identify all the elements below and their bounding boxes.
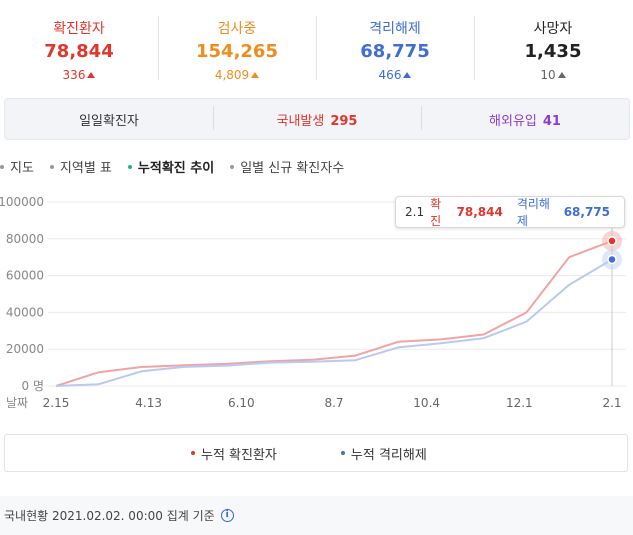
- tab-daily[interactable]: 일일확진자: [5, 110, 213, 129]
- y-tick-label: 0 명: [22, 379, 45, 393]
- tab-daily-label: 일일확진자: [79, 113, 139, 129]
- legend-dot-icon: [340, 451, 345, 455]
- x-tick-label: 2.1: [602, 396, 621, 410]
- x-tick-label: 6.10: [228, 396, 255, 410]
- stats-row: 확진환자 78,844 336 검사중 154,265 4,809 격리해제 6…: [0, 12, 633, 84]
- up-arrow-icon: [251, 72, 260, 78]
- case-type-tabs: 일일확진자 국내발생 295 해외유입 41: [4, 98, 630, 140]
- subtab-daily-new[interactable]: 일별 신규 확진자수: [230, 157, 344, 176]
- subtab-cumulative-trend[interactable]: 누적확진 추이: [127, 157, 214, 176]
- tab-domestic[interactable]: 국내발생 295: [213, 105, 421, 130]
- y-tick-label: 80000: [6, 232, 44, 246]
- stat-delta: 466: [316, 68, 474, 82]
- stat-value: 78,844: [44, 41, 114, 62]
- y-tick-label: 20000: [6, 342, 44, 356]
- bullet-icon: [0, 164, 4, 169]
- y-tick-label: 100000: [0, 195, 44, 209]
- subtab-map[interactable]: 지도: [0, 157, 34, 176]
- bullet-icon: [49, 164, 54, 169]
- up-arrow-icon: [403, 72, 412, 78]
- tab-overseas-label: 해외유입: [489, 113, 537, 129]
- legend-item-confirmed[interactable]: 누적 확진환자: [191, 444, 277, 463]
- x-tick-label: 8.7: [324, 396, 343, 410]
- stat-released: 격리해제 68,775 466: [316, 12, 474, 84]
- stat-value: 154,265: [196, 41, 278, 62]
- stat-delta: 336: [0, 68, 158, 82]
- tooltip-confirmed-value: 78,844: [456, 205, 503, 219]
- bullet-icon: [230, 164, 235, 169]
- stat-label: 검사중: [217, 21, 257, 37]
- footer-text: 국내현황 2021.02.02. 00:00 집계 기준: [4, 509, 215, 523]
- footer-status: 국내현황 2021.02.02. 00:00 집계 기준 i: [0, 496, 633, 535]
- stat-value: 68,775: [360, 41, 430, 62]
- data-point: [607, 254, 617, 265]
- legend-dot-icon: [191, 451, 195, 455]
- x-axis-label: 날짜: [6, 396, 28, 410]
- tooltip-released-value: 68,775: [563, 205, 610, 219]
- x-tick-label: 10.4: [413, 396, 440, 410]
- x-tick-label: 4.13: [135, 396, 162, 410]
- tab-overseas-count: 41: [542, 113, 561, 129]
- info-icon[interactable]: i: [220, 509, 234, 522]
- stat-testing: 검사중 154,265 4,809: [158, 12, 316, 84]
- tab-domestic-count: 295: [330, 113, 358, 129]
- y-tick-label: 60000: [6, 269, 44, 283]
- subtab-region-table[interactable]: 지역별 표: [49, 157, 112, 176]
- stat-delta: 4,809: [158, 68, 316, 82]
- x-tick-label: 12.1: [506, 396, 533, 410]
- stat-label: 격리해제: [369, 21, 421, 37]
- bullet-icon: [127, 164, 132, 169]
- stat-label: 확진환자: [53, 21, 105, 37]
- x-tick-label: 2.15: [43, 396, 70, 410]
- tooltip-date: 2.1: [405, 205, 425, 219]
- chart-tooltip: 2.1 확진 78,844 격리해제 68,775: [395, 196, 625, 228]
- stat-value: 1,435: [524, 41, 582, 62]
- tooltip-confirmed-label: 확진: [430, 197, 442, 228]
- legend-item-released[interactable]: 누적 격리해제: [340, 444, 427, 463]
- tab-domestic-label: 국내발생: [276, 113, 325, 129]
- y-tick-label: 40000: [6, 305, 44, 319]
- chart-legend: 누적 확진환자 누적 격리해제: [4, 434, 628, 472]
- series-line-released: [55, 258, 613, 387]
- tooltip-released-label: 격리해제: [516, 197, 550, 228]
- stat-label: 사망자: [533, 21, 573, 37]
- view-subtabs: 지도 지역별 표 누적확진 추이 일별 신규 확진자수: [0, 157, 360, 176]
- stat-delta: 10: [474, 68, 632, 82]
- cumulative-chart: 100000 80000 60000 40000 20000 0 명날짜 2.15 4.13 6…: [0, 195, 626, 410]
- stat-confirmed: 확진환자 78,844 336: [0, 12, 158, 84]
- tab-overseas[interactable]: 해외유입 41: [421, 105, 629, 130]
- up-arrow-icon: [557, 72, 566, 78]
- stat-deaths: 사망자 1,435 10: [474, 12, 632, 84]
- data-point: [607, 236, 617, 246]
- up-arrow-icon: [87, 72, 96, 78]
- series-line-confirmed: [55, 239, 613, 387]
